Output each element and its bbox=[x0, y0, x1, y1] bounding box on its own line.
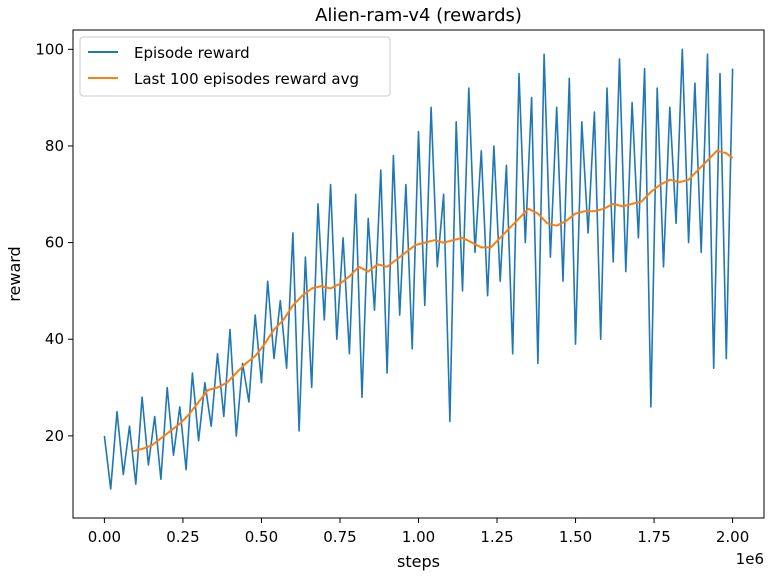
y-tick-label: 100 bbox=[35, 40, 64, 58]
x-tick-label: 1.00 bbox=[402, 528, 435, 546]
x-axis: 0.00 0.25 0.50 0.75 1.00 1.25 1.50 1.75 2.00 bbox=[88, 518, 749, 546]
x-tick-label: 0.50 bbox=[245, 528, 278, 546]
y-tick-label: 20 bbox=[45, 427, 64, 445]
legend-box bbox=[79, 36, 391, 97]
x-tick-label: 1.50 bbox=[559, 528, 592, 546]
y-tick-label: 80 bbox=[45, 137, 64, 155]
x-tick-label: 1.75 bbox=[637, 528, 670, 546]
x-tick-label: 0.25 bbox=[166, 528, 199, 546]
legend: Episode reward Last 100 episodes reward … bbox=[79, 36, 391, 97]
legend-label-avg-reward: Last 100 episodes reward avg bbox=[134, 70, 359, 88]
y-axis-label: reward bbox=[5, 246, 24, 301]
y-tick-label: 60 bbox=[45, 234, 64, 252]
x-offset-label: 1e6 bbox=[736, 550, 764, 568]
y-tick-label: 40 bbox=[45, 330, 64, 348]
x-tick-label: 1.25 bbox=[480, 528, 513, 546]
legend-label-episode-reward: Episode reward bbox=[134, 44, 250, 62]
series-line-1 bbox=[132, 149, 734, 453]
x-tick-label: 0.75 bbox=[323, 528, 356, 546]
series-line-0 bbox=[103, 48, 734, 490]
x-tick-label: 2.00 bbox=[716, 528, 749, 546]
x-axis-label: steps bbox=[397, 552, 440, 571]
y-axis: 20 40 60 80 100 bbox=[35, 40, 73, 445]
chart-title: Alien-ram-v4 (rewards) bbox=[315, 5, 522, 26]
series-layer bbox=[103, 48, 734, 490]
x-tick-label: 0.00 bbox=[88, 528, 121, 546]
plot-frame bbox=[72, 29, 765, 519]
